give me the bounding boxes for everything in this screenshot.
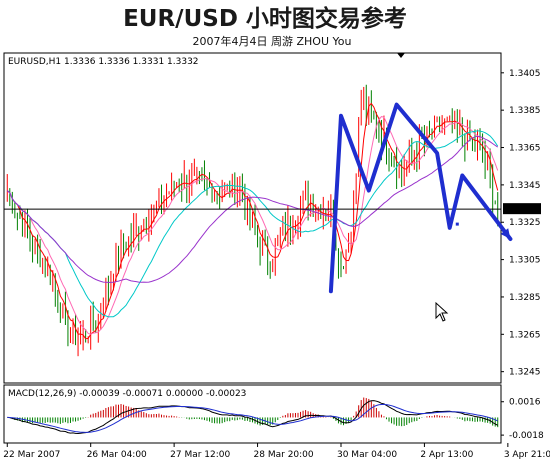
macd-line [7,400,498,435]
x-tick-label: 26 Mar 04:00 [87,450,147,460]
forecast-path [328,102,513,294]
y-tick-label: 1.3305 [509,256,541,266]
x-tick-label: 27 Mar 12:00 [170,450,230,460]
y-tick-label: 1.3345 [509,181,541,191]
forecast-marker [455,222,459,226]
y-tick-label: 1.3365 [509,144,541,154]
macd-panel[interactable] [3,384,502,444]
symbol-label: EURUSD,H1 1.3336 1.3336 1.3331 1.3332 [8,57,199,67]
forecast-arrowhead [500,228,511,239]
macd-tick-label: 0.0016 [509,398,541,408]
x-tick-label: 28 Mar 20:00 [254,450,314,460]
chart-title: EUR/USD 小时图交易参考 [123,5,407,32]
current-price-label: 1.3332 [507,205,539,215]
mouse-pointer-icon [435,301,449,322]
current-price-box [503,203,541,215]
macd-tick-label: -0.0018 [509,431,544,441]
y-tick-label: 1.3405 [509,69,541,79]
x-tick-label: 22 Mar 2007 [3,450,60,460]
y-tick-label: 1.3265 [509,330,541,340]
x-tick-label: 3 Apr 21:00 [504,450,550,460]
macd-signal-line [7,403,498,433]
chart-subtitle: 2007年4月4日 周游 ZHOU You [193,34,352,48]
y-tick-label: 1.3245 [509,368,541,378]
moving-average-line [6,135,498,283]
moving-average-line [6,130,499,318]
y-tick-label: 1.3285 [509,293,541,303]
moving-average-line [6,116,499,335]
x-tick-label: 30 Mar 04:00 [337,450,397,460]
shift-marker-icon [397,53,405,58]
macd-label: MACD(12,26,9) -0.00039 -0.00071 0.00000 … [8,389,246,399]
y-tick-label: 1.3325 [509,218,541,228]
y-tick-label: 1.3385 [509,106,541,116]
x-tick-label: 2 Apr 13:00 [420,450,473,460]
